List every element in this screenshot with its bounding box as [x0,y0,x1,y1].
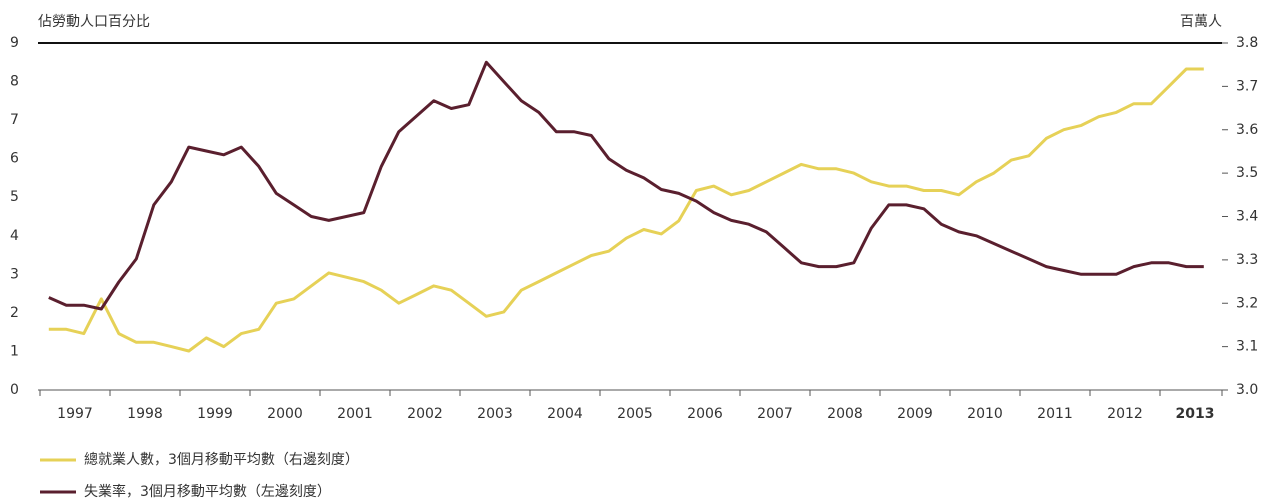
y2-axis-title: 百萬人 [1180,14,1222,30]
x-tick-label: 2005 [617,406,653,422]
y-tick-label: 3 [10,266,19,282]
x-tick-label: 2000 [267,406,303,422]
x-tick-label: 2002 [407,406,443,422]
y2-tick-label: 3.1 [1236,339,1258,355]
y2-tick-label: 3.5 [1236,165,1258,181]
x-tick-label: 2011 [1037,406,1073,422]
y-tick-label: 9 [10,35,19,51]
y-tick-label: 8 [10,74,19,90]
y2-tick-label: 3.6 [1236,122,1258,138]
x-tick-label: 2013 [1176,406,1215,422]
y2-tick-label: 3.2 [1236,295,1258,311]
series-line [48,67,1204,353]
y-tick-label: 6 [10,151,19,167]
y-tick-label: 0 [10,382,19,398]
x-tick-label: 2006 [687,406,723,422]
y-axis-title: 佔勞動人口百分比 [38,14,150,30]
y-tick-label: 2 [10,305,19,321]
x-tick-label: 2001 [337,406,373,422]
y-tick-label: 5 [10,189,19,205]
y-tick-label: 7 [10,112,19,128]
x-tick-label: 2003 [477,406,513,422]
x-tick-label: 2012 [1107,406,1143,422]
y2-tick-label: 3.8 [1236,35,1258,51]
y2-tick-label: 3.4 [1236,209,1258,225]
x-tick-label: 1998 [127,406,163,422]
y-tick-label: 1 [10,343,19,359]
y2-tick-label: 3.3 [1236,252,1258,268]
x-tick-label: 2010 [967,406,1003,422]
series-line [48,60,1204,311]
x-tick-label: 1997 [57,406,93,422]
legend-label: 總就業人數，3個月移動平均數（右邊刻度） [84,451,359,468]
y-tick-label: 4 [10,228,19,244]
x-tick-label: 2009 [897,406,933,422]
x-tick-label: 1999 [197,406,233,422]
x-tick-label: 2008 [827,406,863,422]
y2-tick-label: 3.7 [1236,78,1258,94]
x-tick-label: 2007 [757,406,793,422]
legend-label: 失業率，3個月移動平均數（左邊刻度） [84,483,331,500]
x-tick-label: 2004 [547,406,583,422]
y2-tick-label: 3.0 [1236,382,1258,398]
